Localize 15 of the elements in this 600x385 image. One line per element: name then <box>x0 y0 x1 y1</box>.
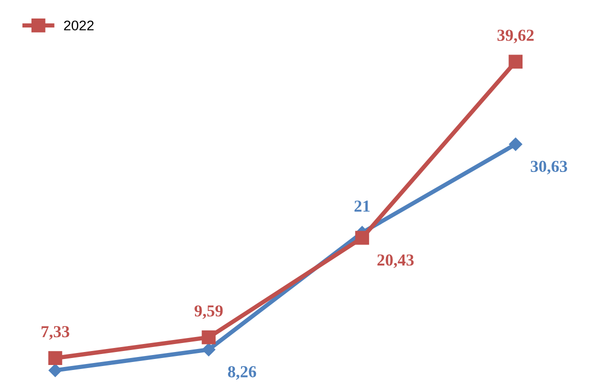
data-label: 39,62 <box>497 30 534 44</box>
point <box>48 364 62 377</box>
data-label: 9,59 <box>194 305 223 319</box>
point <box>508 54 523 69</box>
point <box>48 351 62 366</box>
point <box>355 230 370 245</box>
point <box>202 330 216 344</box>
data-label: 21 <box>354 200 370 212</box>
data-label: 30,63 <box>530 160 568 174</box>
data-label: 7,33 <box>42 326 70 340</box>
data-label: 8,26 <box>228 366 256 380</box>
data-label: 20,43 <box>377 254 414 268</box>
point <box>202 342 216 356</box>
legend-label: 2022 <box>64 20 94 30</box>
point <box>509 138 522 151</box>
